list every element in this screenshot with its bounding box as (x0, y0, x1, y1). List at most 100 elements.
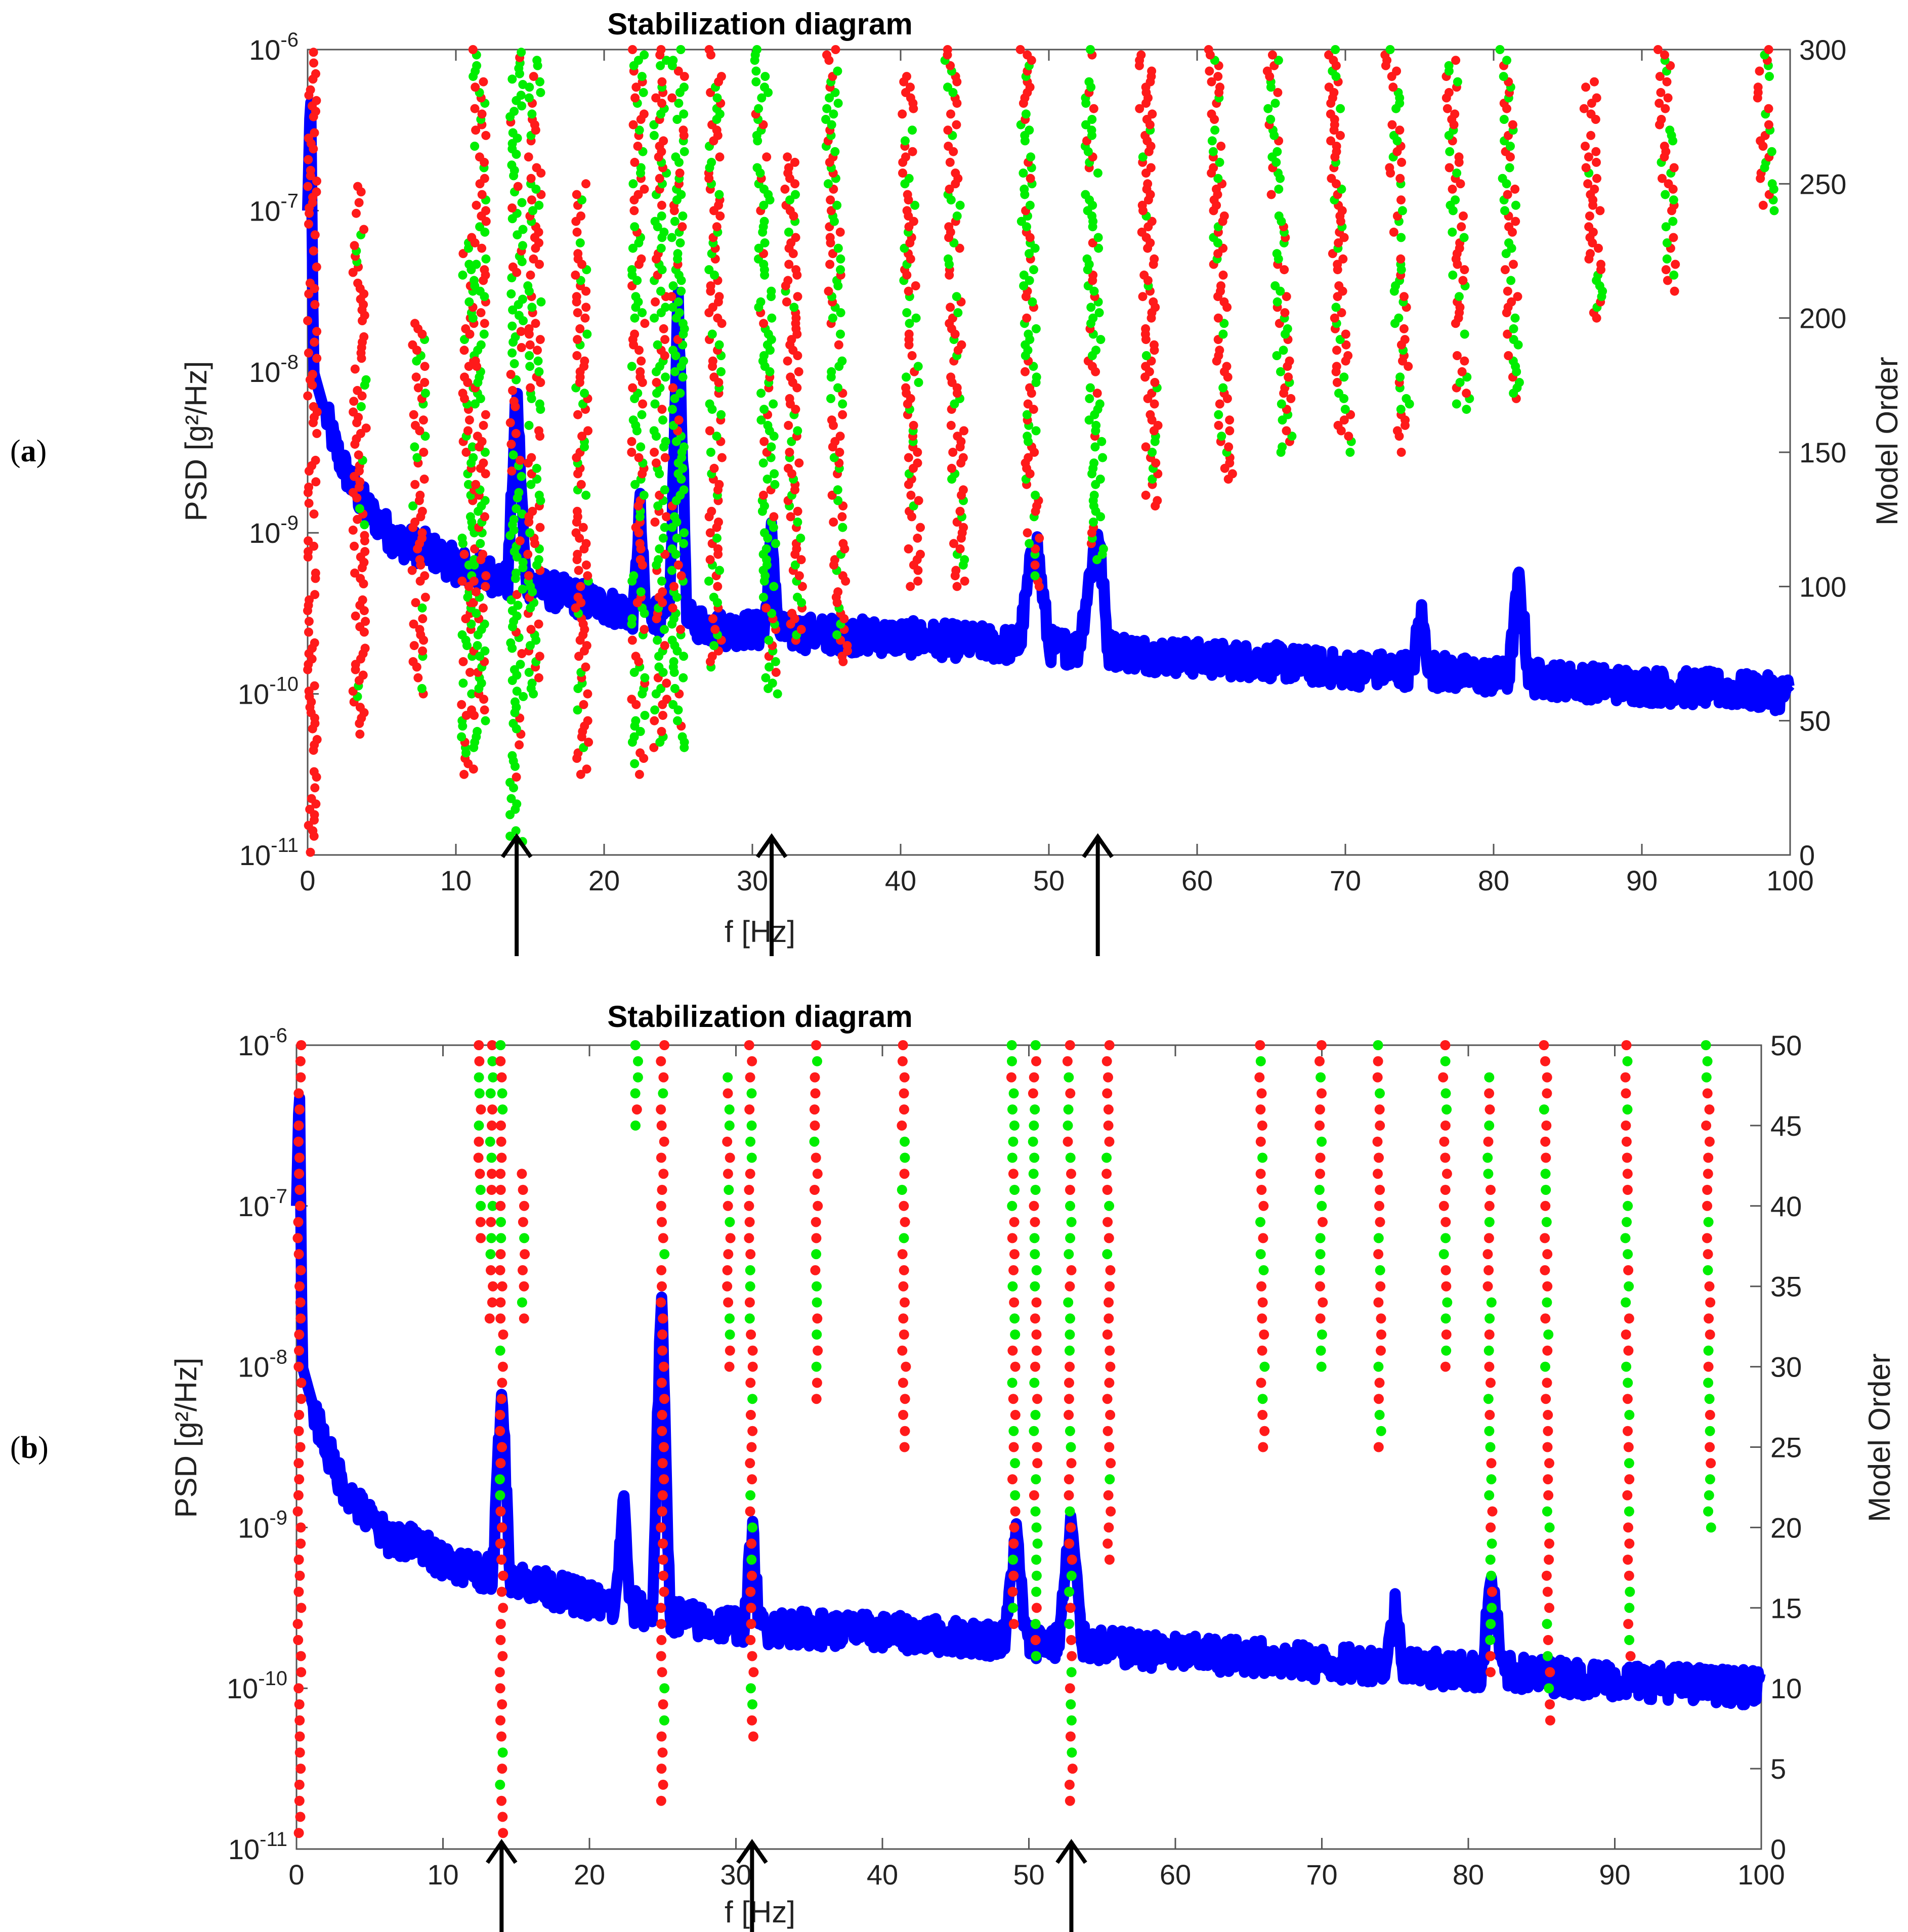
stable-pole (536, 88, 545, 97)
unstable-pole (511, 428, 521, 438)
unstable-pole (1504, 351, 1513, 360)
stable-pole (355, 504, 364, 513)
stable-pole (745, 1281, 755, 1292)
unstable-pole (506, 370, 516, 379)
stable-pole (660, 625, 669, 634)
unstable-pole (475, 152, 484, 162)
unstable-pole (1653, 45, 1663, 54)
x-axis-label-a: f [Hz] (725, 915, 795, 949)
tick-mantissa: 10 (228, 1833, 260, 1865)
stable-pole (580, 389, 589, 398)
stable-pole (480, 448, 490, 457)
stable-pole (1063, 1120, 1073, 1131)
unstable-pole (1141, 442, 1151, 452)
y-right-tick-label: 200 (1799, 303, 1846, 334)
stable-pole (900, 1136, 910, 1147)
unstable-pole (312, 735, 322, 744)
unstable-pole (495, 1635, 506, 1645)
unstable-pole (474, 1040, 484, 1050)
unstable-pole (657, 1345, 668, 1356)
unstable-pole (1338, 254, 1348, 264)
unstable-pole (831, 45, 840, 54)
unstable-pole (1542, 1072, 1552, 1083)
unstable-pole (1032, 1458, 1043, 1469)
unstable-pole (495, 1313, 506, 1324)
stable-pole (812, 1281, 822, 1292)
unstable-pole (1621, 1136, 1632, 1147)
stable-pole (1662, 254, 1672, 264)
stable-pole (661, 437, 670, 446)
unstable-pole (1462, 389, 1471, 398)
unstable-pole (294, 1731, 305, 1742)
stable-pole (1703, 1378, 1714, 1388)
unstable-pole (506, 440, 516, 449)
unstable-pole (1332, 378, 1342, 387)
tick-mantissa: 10 (249, 356, 280, 388)
unstable-pole (408, 340, 417, 350)
unstable-pole (294, 1329, 305, 1340)
unstable-pole (769, 512, 779, 522)
unstable-pole (477, 190, 487, 199)
unstable-pole (1706, 1458, 1716, 1469)
unstable-pole (677, 222, 687, 232)
stable-pole (673, 716, 682, 725)
stable-pole (636, 587, 646, 596)
unstable-pole (1332, 142, 1341, 151)
unstable-pole (496, 1152, 507, 1163)
arrow-head (1082, 833, 1114, 858)
stable-pole (905, 319, 914, 328)
stable-pole (486, 1233, 497, 1243)
stable-pole (508, 719, 518, 728)
unstable-pole (1215, 399, 1224, 409)
stable-pole (679, 109, 689, 119)
unstable-pole (1396, 195, 1406, 205)
stable-pole (511, 332, 520, 341)
unstable-pole (311, 455, 320, 465)
unstable-pole (1327, 174, 1336, 183)
unstable-pole (1326, 136, 1336, 146)
stable-pole (511, 697, 520, 707)
unstable-pole (1103, 1490, 1114, 1500)
stable-pole (1024, 329, 1033, 339)
stable-pole (1008, 1603, 1019, 1613)
unstable-pole (1064, 1378, 1074, 1388)
unstable-pole (1486, 1378, 1496, 1388)
stable-pole (650, 217, 660, 226)
unstable-pole (959, 426, 968, 436)
unstable-pole (573, 549, 582, 559)
stable-pole (1767, 179, 1777, 189)
unstable-pole (659, 1586, 669, 1597)
unstable-pole (574, 566, 583, 575)
stable-pole (1276, 367, 1285, 376)
unstable-pole (1483, 1233, 1494, 1243)
unstable-pole (791, 265, 801, 275)
unstable-pole (1392, 66, 1402, 76)
stable-pole (679, 485, 689, 495)
stable-pole (524, 668, 534, 677)
stable-pole (535, 399, 544, 409)
unstable-pole (783, 152, 792, 162)
unstable-pole (459, 346, 469, 355)
stable-pole (827, 367, 836, 376)
unstable-pole (311, 568, 320, 578)
unstable-pole (305, 278, 315, 288)
stable-pole (680, 147, 689, 156)
stable-pole (480, 646, 490, 656)
unstable-pole (1344, 432, 1353, 441)
y-left-tick-label: 10-10 (238, 673, 299, 710)
unstable-pole (652, 378, 661, 387)
stable-pole (1091, 346, 1100, 355)
unstable-pole (304, 821, 313, 830)
stable-pole (534, 555, 543, 565)
stable-pole (1009, 1120, 1020, 1131)
unstable-pole (474, 1136, 484, 1147)
unstable-pole (487, 1104, 497, 1115)
stable-pole (1207, 136, 1217, 146)
unstable-pole (898, 1281, 909, 1292)
stable-pole (458, 270, 468, 280)
unstable-pole (748, 1731, 758, 1742)
unstable-pole (1579, 104, 1589, 113)
unstable-pole (1623, 1426, 1633, 1436)
panel-label-close: ) (36, 434, 47, 468)
unstable-pole (833, 587, 843, 596)
